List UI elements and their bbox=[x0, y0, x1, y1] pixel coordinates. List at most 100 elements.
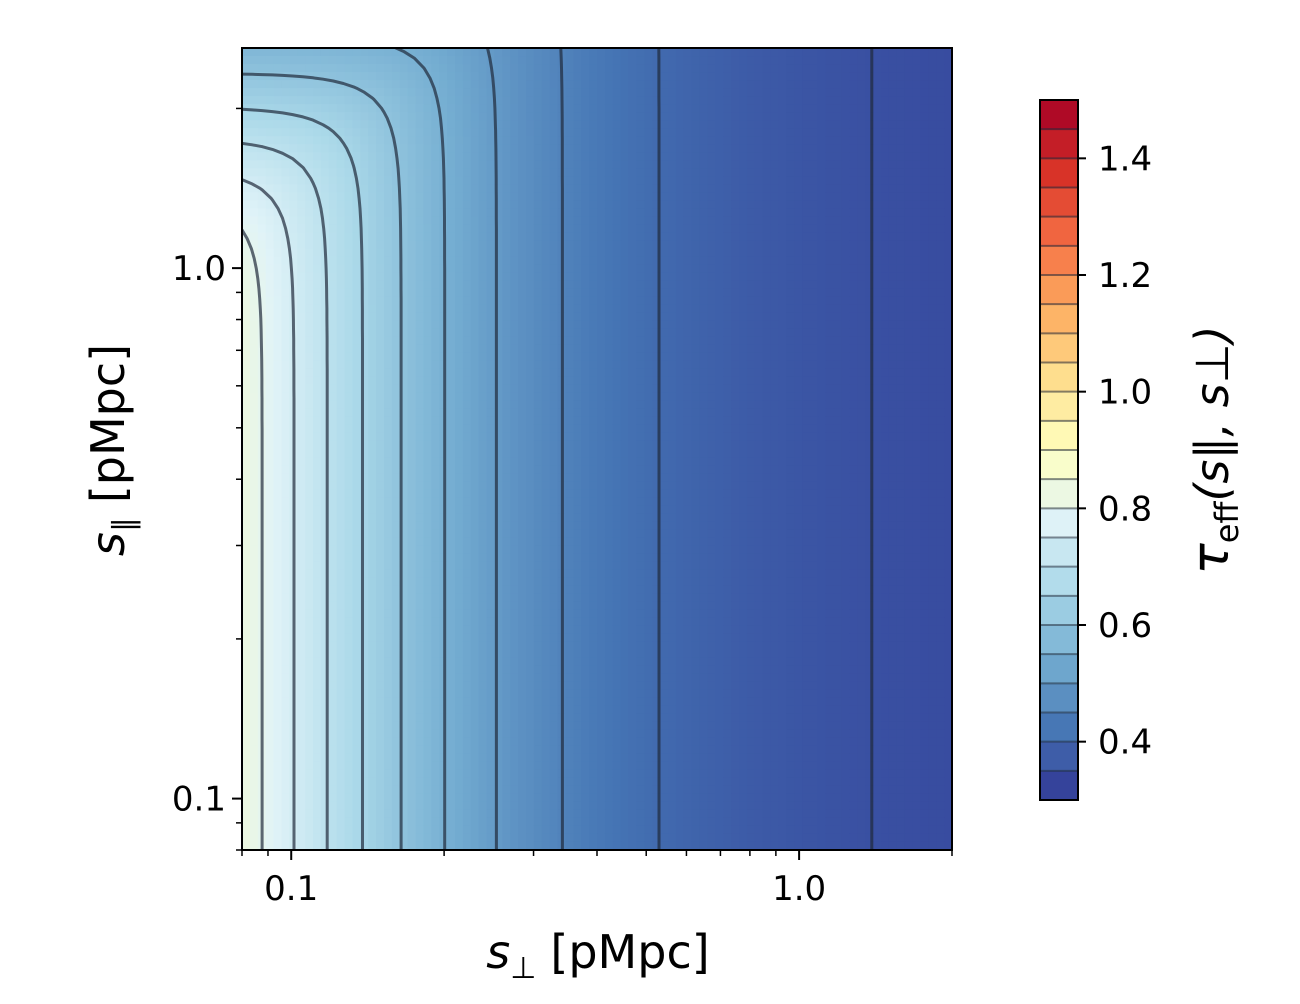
heatmap-cell bbox=[384, 168, 393, 177]
heatmap-cell bbox=[912, 440, 922, 450]
heatmap-cell bbox=[533, 184, 543, 193]
heatmap-cell bbox=[526, 328, 535, 338]
heatmap-cell bbox=[731, 384, 740, 394]
heatmap-cell bbox=[944, 64, 952, 73]
heatmap-cell bbox=[612, 240, 622, 250]
heatmap-cell bbox=[841, 376, 851, 386]
heatmap-cell bbox=[754, 184, 764, 193]
heatmap-cell bbox=[857, 344, 866, 354]
heatmap-cell bbox=[778, 344, 787, 354]
heatmap-cell bbox=[423, 408, 432, 418]
heatmap-cell bbox=[810, 152, 819, 161]
heatmap-cell bbox=[699, 216, 709, 226]
heatmap-cell bbox=[675, 200, 685, 209]
heatmap-cell bbox=[904, 216, 914, 226]
heatmap-cell bbox=[478, 344, 488, 354]
heatmap-cell bbox=[415, 136, 425, 145]
heatmap-cell bbox=[352, 432, 361, 442]
heatmap-cell bbox=[849, 392, 858, 402]
heatmap-cell bbox=[565, 489, 574, 498]
heatmap-cell bbox=[344, 432, 354, 442]
heatmap-cell bbox=[589, 88, 598, 97]
heatmap-cell bbox=[281, 320, 290, 330]
heatmap-cell bbox=[368, 168, 377, 177]
heatmap-cell bbox=[652, 168, 661, 177]
heatmap-cell bbox=[739, 184, 748, 193]
heatmap-cell bbox=[825, 449, 835, 458]
heatmap-cell bbox=[817, 264, 827, 274]
heatmap-cell bbox=[455, 80, 464, 89]
heatmap-cell bbox=[936, 368, 945, 378]
heatmap-cell bbox=[423, 264, 432, 274]
heatmap-cell bbox=[376, 465, 385, 474]
heatmap-cell bbox=[376, 48, 385, 57]
heatmap-cell bbox=[644, 440, 653, 450]
heatmap-cell bbox=[462, 288, 472, 298]
heatmap-cell bbox=[455, 280, 464, 290]
heatmap-cell bbox=[628, 465, 638, 474]
heatmap-cell bbox=[746, 248, 756, 258]
heatmap-cell bbox=[336, 344, 346, 354]
heatmap-cell bbox=[620, 120, 630, 129]
heatmap-cell bbox=[683, 360, 693, 370]
heatmap-cell bbox=[313, 465, 322, 474]
heatmap-cell bbox=[297, 481, 306, 490]
heatmap-cell bbox=[518, 432, 527, 442]
heatmap-cell bbox=[399, 192, 409, 201]
heatmap-cell bbox=[715, 384, 724, 394]
heatmap-cell bbox=[368, 128, 377, 137]
heatmap-cell bbox=[565, 192, 574, 201]
heatmap-cell bbox=[928, 208, 937, 218]
heatmap-cell bbox=[439, 128, 448, 137]
heatmap-cell bbox=[470, 152, 480, 161]
heatmap-cell bbox=[936, 408, 945, 418]
heatmap-cell bbox=[313, 424, 322, 434]
heatmap-cell bbox=[707, 184, 716, 193]
heatmap-cell bbox=[549, 216, 559, 226]
heatmap-cell bbox=[273, 336, 283, 346]
heatmap-cell bbox=[336, 88, 346, 97]
heatmap-cell bbox=[328, 56, 338, 65]
heatmap-cell bbox=[533, 112, 543, 121]
heatmap-cell bbox=[384, 489, 393, 498]
heatmap-cell bbox=[494, 72, 503, 81]
heatmap-cell bbox=[778, 168, 787, 177]
heatmap-cell bbox=[660, 368, 669, 378]
heatmap-cell bbox=[565, 296, 574, 306]
heatmap-cell bbox=[888, 240, 898, 250]
heatmap-cell bbox=[754, 160, 764, 169]
heatmap-cell bbox=[754, 168, 764, 177]
heatmap-cell bbox=[691, 304, 701, 314]
heatmap-cell bbox=[652, 160, 661, 169]
heatmap-cell bbox=[289, 128, 298, 137]
heatmap-cell bbox=[746, 88, 756, 97]
heatmap-cell bbox=[873, 481, 882, 490]
heatmap-cell bbox=[352, 368, 361, 378]
heatmap-cell bbox=[297, 144, 306, 153]
heatmap-cell bbox=[344, 136, 354, 145]
heatmap-cell bbox=[881, 248, 890, 258]
heatmap-cell bbox=[407, 272, 417, 282]
heatmap-cell bbox=[297, 352, 306, 362]
heatmap-cell bbox=[683, 136, 693, 145]
heatmap-cell bbox=[447, 416, 456, 426]
heatmap-cell bbox=[423, 320, 432, 330]
heatmap-cell bbox=[810, 160, 819, 169]
heatmap-cell bbox=[447, 457, 456, 466]
heatmap-cell bbox=[739, 280, 748, 290]
heatmap-cell bbox=[486, 368, 496, 378]
heatmap-cell bbox=[573, 481, 582, 490]
heatmap-cell bbox=[470, 160, 480, 169]
heatmap-cell bbox=[841, 256, 851, 266]
heatmap-cell bbox=[699, 368, 709, 378]
heatmap-cell bbox=[305, 360, 314, 370]
heatmap-cell bbox=[707, 256, 716, 266]
heatmap-cell bbox=[825, 168, 835, 177]
heatmap-cell bbox=[510, 136, 519, 145]
heatmap-cell bbox=[668, 160, 677, 169]
heatmap-cell bbox=[817, 184, 827, 193]
heatmap-cell bbox=[723, 72, 732, 81]
heatmap-cell bbox=[636, 320, 645, 330]
heatmap-cell bbox=[833, 368, 843, 378]
heatmap-cell bbox=[762, 280, 772, 290]
